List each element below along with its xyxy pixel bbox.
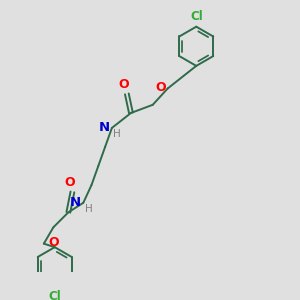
Text: Cl: Cl xyxy=(48,290,61,300)
Text: N: N xyxy=(70,196,81,209)
Text: O: O xyxy=(64,176,75,189)
Text: H: H xyxy=(113,129,121,139)
Text: O: O xyxy=(49,236,59,249)
Text: H: H xyxy=(85,204,93,214)
Text: Cl: Cl xyxy=(190,11,203,23)
Text: N: N xyxy=(99,121,110,134)
Text: O: O xyxy=(118,78,129,91)
Text: O: O xyxy=(156,81,166,94)
